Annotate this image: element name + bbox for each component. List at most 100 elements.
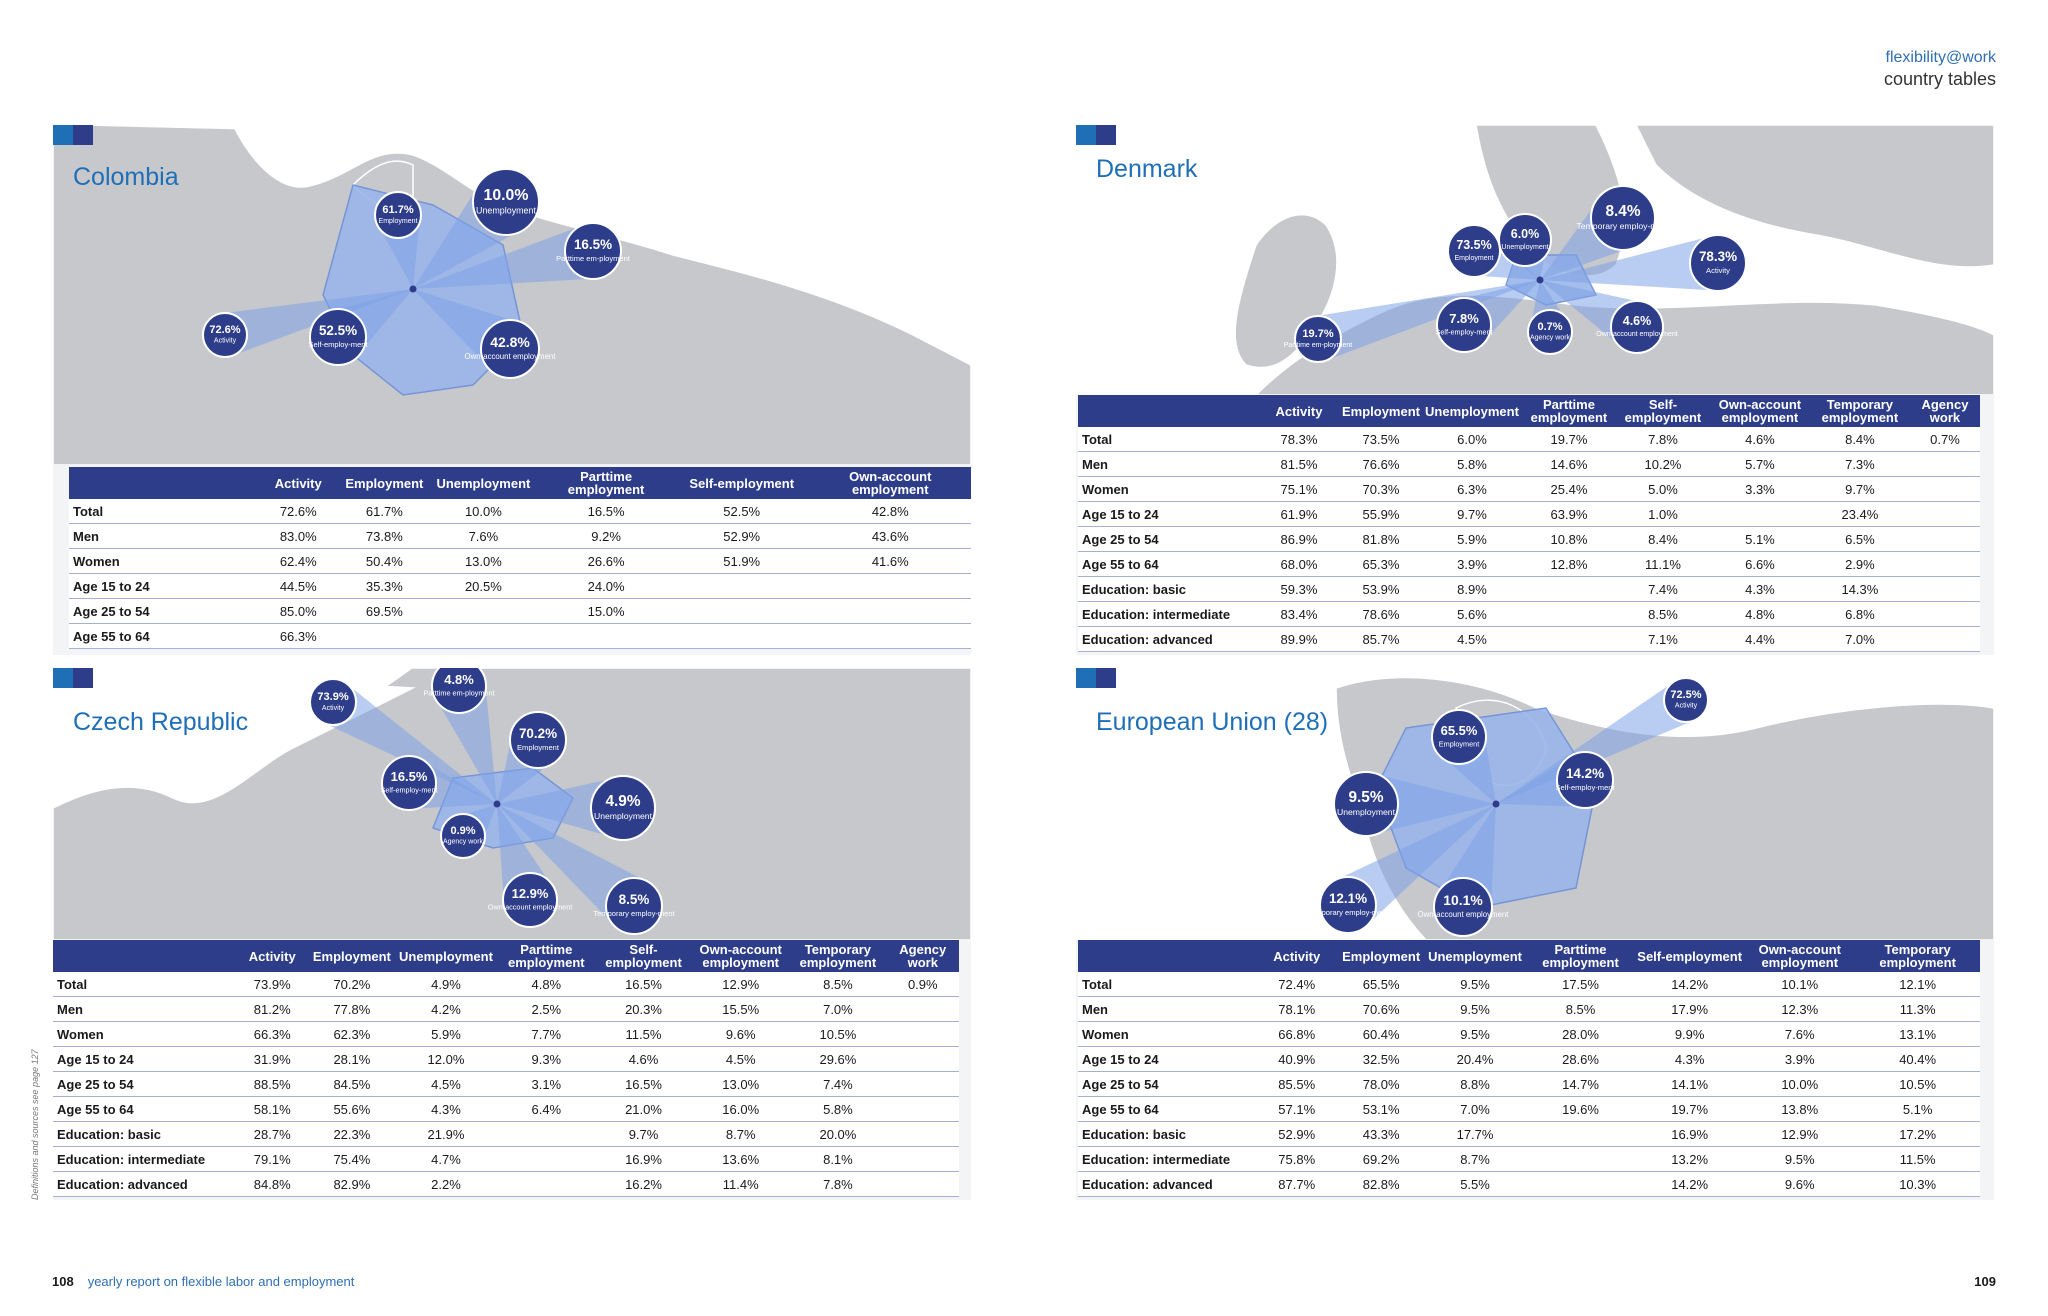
table-cell: 42.8% xyxy=(809,499,971,524)
row-label: Age 55 to 64 xyxy=(1078,551,1258,577)
column-header: Employment xyxy=(1339,395,1422,427)
column-header: Activity xyxy=(1257,395,1340,427)
table-cell xyxy=(886,1146,959,1172)
table-cell xyxy=(1909,551,1980,577)
table-cell: 16.5% xyxy=(594,972,693,997)
column-header: Unemployment xyxy=(394,940,498,972)
table-row: Men 81.5% 76.6% 5.8% 14.6% 10.2% 5.7% 7.3% xyxy=(1078,451,1980,477)
stat-bubble xyxy=(202,312,248,358)
tag-square-dark xyxy=(1096,668,1116,688)
table-cell: 41.6% xyxy=(809,548,971,574)
footer-title: yearly report on flexible labor and empl… xyxy=(87,1274,355,1289)
header-corner xyxy=(1078,940,1256,972)
stat-bubble xyxy=(590,775,656,841)
table-cell: 89.9% xyxy=(1257,626,1340,652)
table-row: Age 25 to 54 85.0% 69.5% 15.0% xyxy=(69,598,971,624)
table-cell: 62.4% xyxy=(256,548,341,574)
table-cell: 14.2% xyxy=(1635,972,1745,997)
column-header: Unemployment xyxy=(428,467,539,499)
ray-shape xyxy=(320,682,497,804)
table-cell: 75.1% xyxy=(1257,476,1340,502)
table-cell xyxy=(809,573,971,599)
table-cell: 17.5% xyxy=(1525,972,1636,997)
sea-shape xyxy=(53,125,971,245)
table-cell: 7.4% xyxy=(1615,576,1710,602)
table-cell: 7.6% xyxy=(1744,1021,1856,1047)
table-cell: 7.0% xyxy=(789,996,887,1022)
table-cell: 11.5% xyxy=(1855,1146,1980,1172)
stat-bubble xyxy=(564,222,622,280)
bubble-label: Parttime em-ployment xyxy=(1284,342,1353,349)
bubble-label: Self-employ-ment xyxy=(1435,327,1492,336)
column-header: Unemployment xyxy=(1424,940,1526,972)
table-cell: 7.1% xyxy=(1615,626,1710,652)
header-corner xyxy=(69,467,257,499)
stat-bubble xyxy=(1319,876,1377,934)
table-cell: 16.5% xyxy=(538,499,674,524)
table-cell: 78.1% xyxy=(1255,996,1339,1022)
table-cell: 7.8% xyxy=(789,1171,887,1197)
stats-table: Activity Employment Unemployment Parttime e… xyxy=(1078,395,1980,652)
table-cell: 28.1% xyxy=(309,1046,395,1072)
bubble-value: 4.8% xyxy=(444,672,474,687)
table-row: Age 25 to 54 86.9% 81.8% 5.9% 10.8% 8.4% 5.1% 6… xyxy=(1078,526,1980,552)
table-cell: 13.2% xyxy=(1635,1146,1745,1172)
country-panel: 19.7% Parttime em-ployment 73.5% Employment… xyxy=(1076,125,1994,655)
bubble-value: 19.7% xyxy=(1302,328,1333,340)
row-label: Education: advanced xyxy=(1078,1171,1256,1197)
column-header: Own-account employment xyxy=(692,940,790,972)
stat-bubble xyxy=(502,872,558,928)
table-cell: 58.1% xyxy=(235,1096,310,1122)
table-cell: 19.7% xyxy=(1521,427,1616,452)
table-cell: 4.3% xyxy=(1635,1046,1745,1072)
table-row: Total 73.9% 70.2% 4.9% 4.8% 16.5% 12.9% 8.5% 0.9… xyxy=(53,972,959,997)
table-cell: 13.8% xyxy=(1744,1096,1856,1122)
table-cell: 5.9% xyxy=(394,1021,498,1047)
row-label: Age 15 to 24 xyxy=(69,573,257,599)
bubble-label: Unemployment xyxy=(1501,244,1548,251)
table-cell xyxy=(886,1046,959,1072)
table-cell xyxy=(1909,476,1980,502)
table-cell: 75.4% xyxy=(309,1146,395,1172)
bubble-value: 72.5% xyxy=(1670,689,1701,701)
table-cell: 13.0% xyxy=(692,1071,790,1097)
table-cell: 5.8% xyxy=(789,1096,887,1122)
table-cell: 3.9% xyxy=(1744,1046,1856,1072)
bubble-label: Unemployment xyxy=(476,206,536,216)
row-label: Men xyxy=(69,523,257,549)
table-cell: 8.9% xyxy=(1421,576,1522,602)
table-cell: 16.5% xyxy=(594,1071,693,1097)
column-header: Parttime employment xyxy=(497,940,595,972)
table-cell: 83.4% xyxy=(1257,601,1340,627)
table-cell: 3.1% xyxy=(497,1071,595,1097)
table-cell: 14.7% xyxy=(1525,1071,1636,1097)
table-cell: 10.1% xyxy=(1744,972,1856,997)
table-cell: 61.9% xyxy=(1257,501,1340,527)
table-cell: 28.0% xyxy=(1525,1021,1636,1047)
table-cell: 77.8% xyxy=(309,996,395,1022)
row-label: Age 25 to 54 xyxy=(1078,526,1258,552)
row-label: Education: basic xyxy=(53,1121,236,1147)
table-cell: 66.3% xyxy=(256,623,341,649)
column-header: Self-employment xyxy=(594,940,693,972)
hub-dot xyxy=(409,285,417,293)
table-row: Age 15 to 24 44.5% 35.3% 20.5% 24.0% xyxy=(69,573,971,599)
stats-table: Activity Employment Unemployment Parttime e… xyxy=(1078,940,1980,1197)
table-cell xyxy=(886,1021,959,1047)
hub-dot xyxy=(1492,800,1500,808)
table-cell: 72.6% xyxy=(256,499,341,524)
table-cell: 66.8% xyxy=(1255,1021,1339,1047)
stat-bubble xyxy=(1431,709,1487,765)
tag-square-dark xyxy=(73,668,93,688)
table-row: Age 55 to 64 58.1% 55.6% 4.3% 6.4% 21.0% 16.0%… xyxy=(53,1096,959,1122)
stat-bubble xyxy=(440,813,486,859)
header-corner xyxy=(1078,395,1258,427)
table-cell: 73.5% xyxy=(1339,427,1422,452)
table-cell: 11.5% xyxy=(594,1021,693,1047)
table-cell: 81.2% xyxy=(235,996,310,1022)
table-cell xyxy=(428,623,539,649)
table-cell: 1.0% xyxy=(1615,501,1710,527)
table-cell: 10.8% xyxy=(1521,526,1616,552)
footer-left: 108 yearly report on flexible labor and e… xyxy=(52,1274,354,1289)
stats-table: Activity Employment Unemployment Parttime e… xyxy=(69,467,971,649)
